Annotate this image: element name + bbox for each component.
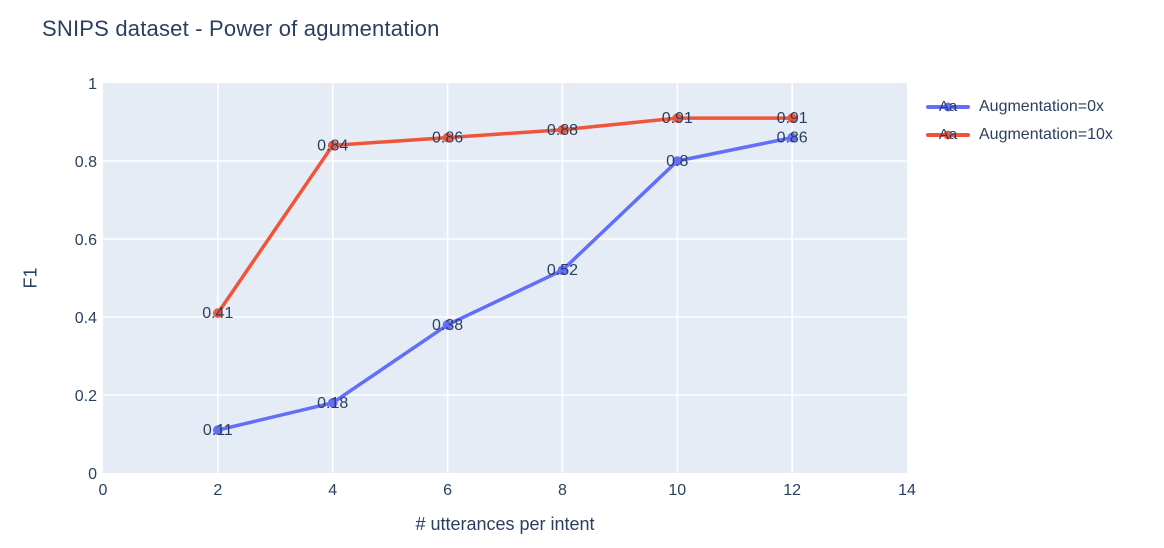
y-tick-label: 0 (88, 466, 97, 483)
plot-background[interactable] (103, 83, 907, 473)
x-axis-title: # utterances per intent (415, 514, 595, 534)
y-tick-label: 0.4 (75, 310, 97, 327)
point-value-label: 0.84 (317, 137, 348, 154)
legend-text-sample: Aa (938, 97, 958, 115)
point-value-label: 0.88 (547, 122, 578, 139)
data-point[interactable] (787, 132, 797, 143)
x-tick-label: 14 (898, 482, 916, 499)
data-point[interactable] (557, 265, 568, 276)
point-value-label: 0.11 (203, 422, 233, 439)
data-point[interactable] (442, 320, 453, 330)
legend-line-sample: Aa (926, 97, 970, 116)
legend: Aa Augmentation=0x Aa Augmentation=10x (926, 97, 1113, 153)
x-tick-label: 4 (328, 482, 337, 499)
x-tick-label: 10 (668, 482, 686, 499)
legend-text-sample: Aa (938, 125, 958, 143)
legend-label: Augmentation=0x (979, 97, 1104, 115)
y-axis-title: F1 (20, 267, 41, 289)
data-point[interactable] (327, 398, 338, 408)
y-tick-label: 0.2 (75, 388, 97, 405)
point-value-label: 0.91 (662, 110, 693, 127)
point-value-label: 0.41 (202, 305, 233, 322)
data-point[interactable] (672, 156, 683, 166)
legend-item-augmentation-0x[interactable]: Aa Augmentation=0x (926, 97, 1113, 116)
y-tick-label: 0.8 (75, 154, 97, 171)
legend-label: Augmentation=10x (979, 125, 1113, 143)
data-point[interactable] (327, 140, 338, 151)
legend-line-sample: Aa (926, 125, 970, 144)
point-value-label: 0.86 (777, 130, 808, 147)
point-value-label: 0.52 (547, 262, 578, 279)
legend-item-augmentation-10x[interactable]: Aa Augmentation=10x (926, 125, 1113, 144)
point-value-label: 0.91 (777, 110, 808, 127)
data-point[interactable] (213, 425, 223, 435)
data-point[interactable] (672, 113, 683, 123)
series-line-0 (217, 135, 793, 432)
x-tick-label: 12 (783, 482, 801, 499)
y-tick-label: 1 (88, 76, 97, 93)
legend-marker-icon (943, 102, 953, 111)
point-value-label: 0.8 (666, 153, 688, 170)
data-point[interactable] (787, 113, 797, 123)
legend-marker-icon (943, 130, 953, 139)
x-tick-label: 2 (213, 482, 222, 499)
y-tick-label: 0.6 (75, 232, 97, 249)
point-value-label: 0.18 (317, 395, 348, 412)
point-value-label: 0.86 (432, 130, 463, 147)
series-line-1 (216, 116, 793, 315)
data-point[interactable] (442, 132, 453, 143)
x-tick-label: 0 (99, 482, 108, 499)
data-point[interactable] (557, 125, 568, 135)
chart-title: SNIPS dataset - Power of agumentation (42, 16, 440, 41)
point-value-label: 0.38 (432, 317, 463, 334)
data-point[interactable] (213, 308, 223, 318)
x-tick-label: 6 (443, 482, 452, 499)
x-tick-label: 8 (558, 482, 567, 499)
